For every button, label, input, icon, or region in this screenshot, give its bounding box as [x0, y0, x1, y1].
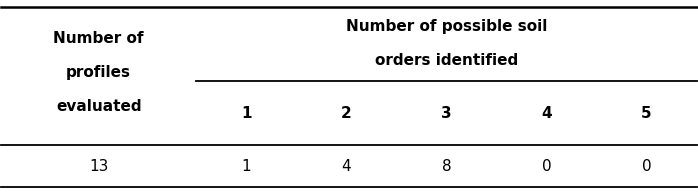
Text: orders identified: orders identified	[375, 54, 518, 69]
Text: 3: 3	[441, 106, 452, 121]
Text: 4: 4	[341, 159, 351, 174]
Text: 5: 5	[641, 106, 652, 121]
Text: 13: 13	[89, 159, 108, 174]
Text: 8: 8	[442, 159, 451, 174]
Text: 1: 1	[242, 159, 251, 174]
Text: Number of: Number of	[54, 31, 144, 46]
Text: 0: 0	[641, 159, 651, 174]
Text: Number of possible soil: Number of possible soil	[346, 19, 547, 34]
Text: 4: 4	[541, 106, 551, 121]
Text: 1: 1	[241, 106, 251, 121]
Text: 2: 2	[341, 106, 352, 121]
Text: profiles: profiles	[66, 65, 131, 80]
Text: evaluated: evaluated	[56, 99, 142, 114]
Text: 0: 0	[542, 159, 551, 174]
